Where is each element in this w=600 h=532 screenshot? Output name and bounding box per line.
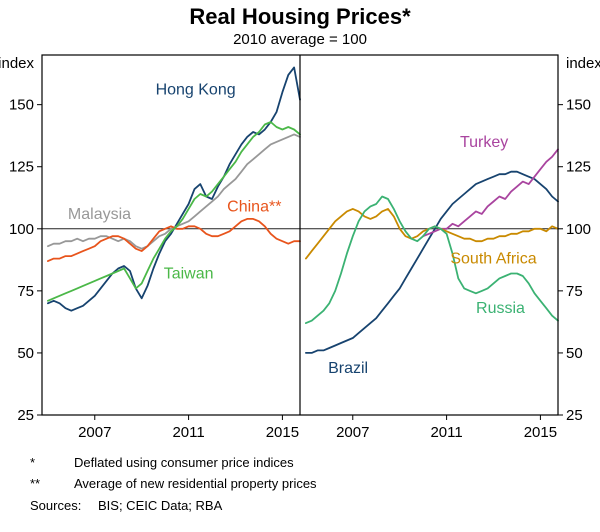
series-label-turkey: Turkey <box>460 134 508 151</box>
footnotes: * Deflated using consumer price indices … <box>0 449 600 513</box>
sources-text: BIS; CEIC Data; RBA <box>98 498 223 513</box>
y-tick-label-left-25: 25 <box>17 407 34 424</box>
series-label-malaysia: Malaysia <box>68 206 131 223</box>
footnote-marker: ** <box>30 476 41 491</box>
x-tick-label-2011: 2011 <box>430 424 462 441</box>
series-label-brazil: Brazil <box>328 360 368 377</box>
y-tick-label-left-50: 50 <box>17 345 34 362</box>
x-tick-label-2015: 2015 <box>266 424 299 441</box>
series-label-russia: Russia <box>476 300 525 317</box>
y-tick-label-right-25: 25 <box>566 407 583 424</box>
series-line-china <box>47 218 301 262</box>
series-line-russia <box>305 195 559 324</box>
footnote-marker: * <box>30 455 36 470</box>
y-tick-label-left-100: 100 <box>9 221 34 238</box>
series-label-south-africa: South Africa <box>450 251 536 268</box>
x-tick-label-2015: 2015 <box>524 424 557 441</box>
sources-line: Sources: BIS; CEIC Data; RBA <box>30 498 600 513</box>
series-label-china: China** <box>227 198 281 215</box>
y-tick-label-right-75: 75 <box>566 283 583 300</box>
y-tick-label-right-150: 150 <box>566 97 591 114</box>
x-tick-label-2007: 2007 <box>78 424 111 441</box>
footnote-text: Average of new residential property pric… <box>74 476 317 491</box>
y-tick-label-right-100: 100 <box>566 221 591 238</box>
series-line-malaysia <box>47 133 301 250</box>
series-line-turkey <box>422 148 559 238</box>
chart-subtitle: 2010 average = 100 <box>233 31 367 48</box>
housing-prices-chart: Hong Kong Malaysia China** Taiwan 2007 2011 20… <box>0 54 600 441</box>
y-tick-label-right-125: 125 <box>566 159 591 176</box>
x-tick-label-2007: 2007 <box>336 424 369 441</box>
y-tick-label-left-150: 150 <box>9 97 34 114</box>
chart-page: Real Housing Prices* 2010 average = 100 … <box>0 4 600 532</box>
x-tick-label-2011: 2011 <box>172 424 204 441</box>
y-tick-label-left-75: 75 <box>17 283 34 300</box>
y-tick-label-right-50: 50 <box>566 345 583 362</box>
y-tick-label-left-125: 125 <box>9 159 34 176</box>
footnote-text: Deflated using consumer price indices <box>74 455 294 470</box>
series-line-taiwan <box>47 121 301 302</box>
footnote-average: ** Average of new residential property p… <box>30 476 600 491</box>
series-line-brazil <box>305 170 559 354</box>
y-axis-unit-right: index <box>566 55 600 72</box>
sources-label: Sources: <box>30 498 82 513</box>
chart-title: Real Housing Prices* <box>189 4 411 29</box>
series-label-hong-kong: Hong Kong <box>156 82 236 99</box>
footnote-deflated: * Deflated using consumer price indices <box>30 455 600 470</box>
series-label-taiwan: Taiwan <box>164 265 214 282</box>
y-axis-unit-left: index <box>0 55 35 72</box>
